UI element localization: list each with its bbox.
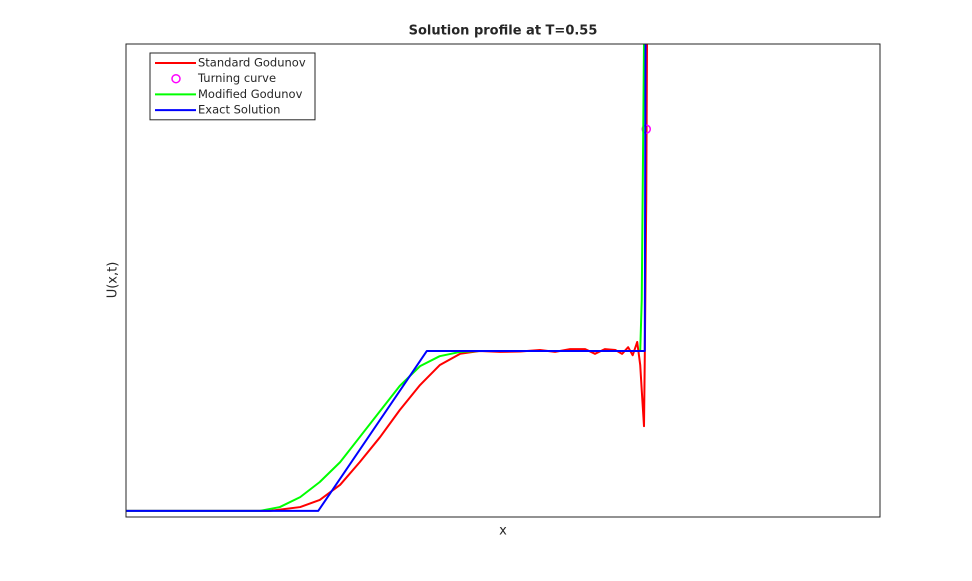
legend-label: Standard Godunov [198,56,306,70]
y-axis-label: U(x,t) [106,262,121,299]
legend-label: Modified Godunov [198,87,303,101]
plot-area [126,44,652,512]
chart-title: Solution profile at T=0.55 [409,24,598,39]
legend-marker [171,73,181,84]
series-line [126,44,647,512]
axes-box [125,43,881,518]
legend-label: Turning curve [197,71,276,85]
legend-label: Exact Solution [198,103,280,117]
x-axis-label: x [499,524,507,539]
legend-box [149,52,316,121]
